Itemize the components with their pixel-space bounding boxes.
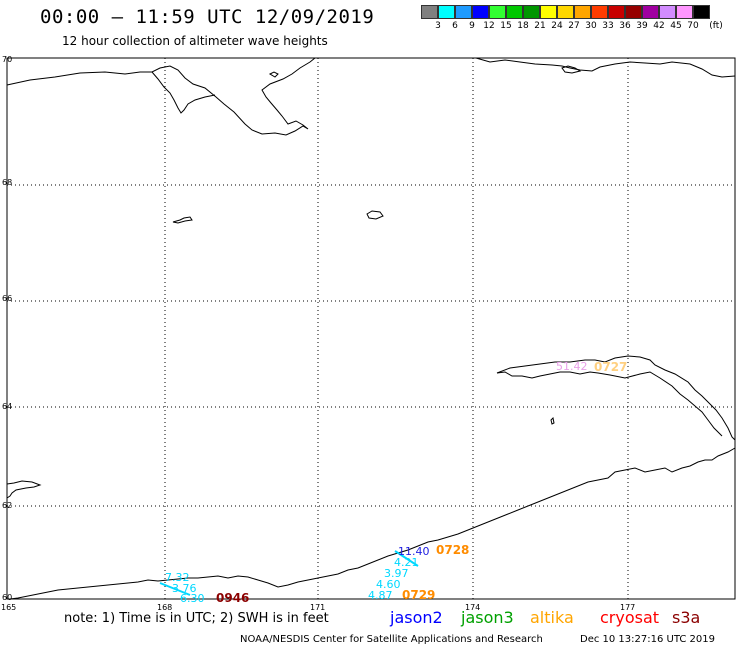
colorbar-swatch: [625, 5, 642, 19]
colorbar-label: 70: [687, 21, 699, 31]
pass-time: 0729: [402, 588, 436, 602]
legend-jason3: jason3: [461, 608, 514, 627]
coastlines: [6, 57, 736, 600]
colorbar-label: 9: [469, 21, 475, 31]
coastline-island-north: [268, 71, 279, 78]
lat-label-62: 62: [2, 501, 12, 510]
colorbar-swatch: [557, 5, 574, 19]
lon-label-171: 171: [310, 603, 325, 612]
colorbar-swatch: [642, 5, 659, 19]
lat-label-60: 60: [2, 593, 12, 602]
map-frame: [6, 57, 736, 600]
colorbar-swatch: [506, 5, 523, 19]
swh-value: 51.42: [556, 360, 588, 373]
footer-note: note: 1) Time is in UTC; 2) SWH is in fe…: [64, 611, 329, 626]
generated-timestamp: Dec 10 13:27:16 UTC 2019: [580, 634, 715, 645]
swh-value: 4.87: [368, 589, 393, 602]
pass-time: 0727: [594, 360, 628, 374]
colorbar-swatch: [455, 5, 472, 19]
page-title: 00:00 – 11:59 UTC 12/09/2019: [40, 6, 375, 28]
colorbar-label: 39: [636, 21, 648, 31]
colorbar-swatch: [693, 5, 710, 19]
colorbar-swatch: [608, 5, 625, 19]
colorbar-swatch: [489, 5, 506, 19]
colorbar-labels: 3 6 9 12 15 18 21 24 27 30 33 36 39 42 45 70 (ft): [421, 19, 723, 33]
coastline-north: [6, 57, 316, 136]
coastline-seward-south: [496, 371, 723, 437]
coastline-northeast: [475, 57, 736, 78]
colorbar-swatch: [540, 5, 557, 19]
colorbar-swatch: [676, 5, 693, 19]
colorbar-swatches: [421, 5, 710, 19]
axis-labels: 70 68 66 64 62 60 165 168 171 174 177: [1, 55, 635, 612]
lat-label-64: 64: [2, 402, 12, 411]
coastline-seward: [496, 355, 736, 441]
colorbar-swatch: [574, 5, 591, 19]
lon-label-168: 168: [157, 603, 172, 612]
colorbar-label: 3: [435, 21, 441, 31]
swh-value: 6.30: [180, 592, 205, 605]
colorbar-label: 36: [619, 21, 631, 31]
coastline-lagoon: [561, 65, 582, 74]
colorbar-label: 24: [551, 21, 563, 31]
colorbar-swatch: [421, 5, 438, 19]
colorbar-swatch: [523, 5, 540, 19]
colorbar-label: 21: [534, 21, 546, 31]
swh-value: 7.32: [165, 571, 190, 584]
colorbar-label: 42: [653, 21, 665, 31]
colorbar-label: 12: [483, 21, 495, 31]
lon-label-174: 174: [465, 603, 480, 612]
lon-label-165: 165: [1, 603, 16, 612]
colorbar-label: 6: [452, 21, 458, 31]
swh-value: 4.21: [394, 556, 419, 569]
lat-label-68: 68: [2, 178, 12, 187]
credit: NOAA/NESDIS Center for Satellite Applica…: [240, 634, 543, 645]
altimeter-tracks: [159, 550, 419, 596]
swh-value: 4.60: [376, 578, 401, 591]
colorbar-label: 15: [500, 21, 512, 31]
lat-label-66: 66: [2, 294, 12, 303]
swh-value: 3.76: [172, 582, 197, 595]
coastline-alaska-southwest: [9, 447, 736, 600]
coastline-peninsula: [151, 71, 216, 114]
legend-jason2: jason2: [390, 608, 443, 627]
legend-s3a: s3a: [672, 608, 701, 627]
legend-cryosat: cryosat: [600, 608, 660, 627]
colorbar-unit: (ft): [709, 21, 723, 31]
colorbar-swatch: [591, 5, 608, 19]
pass-time: 0946: [216, 591, 250, 605]
swh-value: 11.40: [398, 545, 430, 558]
wave-height-colorbar: 3 6 9 12 15 18 21 24 27 30 33 36 39 42 45 70 (ft): [421, 5, 723, 33]
colorbar-swatch: [659, 5, 676, 19]
island-small-3: [550, 416, 555, 425]
legend-altika: altika: [530, 608, 574, 627]
coastline-west-fragment: [6, 480, 42, 499]
colorbar-label: 27: [568, 21, 580, 31]
colorbar-label: 45: [670, 21, 682, 31]
colorbar-swatch: [472, 5, 489, 19]
pass-time: 0728: [436, 543, 470, 557]
page-subtitle: 12 hour collection of altimeter wave hei…: [62, 34, 328, 48]
colorbar-label: 18: [517, 21, 529, 31]
colorbar-label: 33: [602, 21, 614, 31]
graticule: [7, 58, 735, 599]
colorbar-label: 30: [585, 21, 597, 31]
island-small-2: [172, 216, 193, 224]
track-segment-west: [159, 582, 191, 596]
island-small-1: [366, 210, 384, 220]
colorbar-swatch: [438, 5, 455, 19]
lat-label-70: 70: [2, 55, 12, 64]
swh-value: 3.97: [384, 567, 409, 580]
lon-label-177: 177: [620, 603, 635, 612]
track-segment-east: [394, 550, 419, 567]
